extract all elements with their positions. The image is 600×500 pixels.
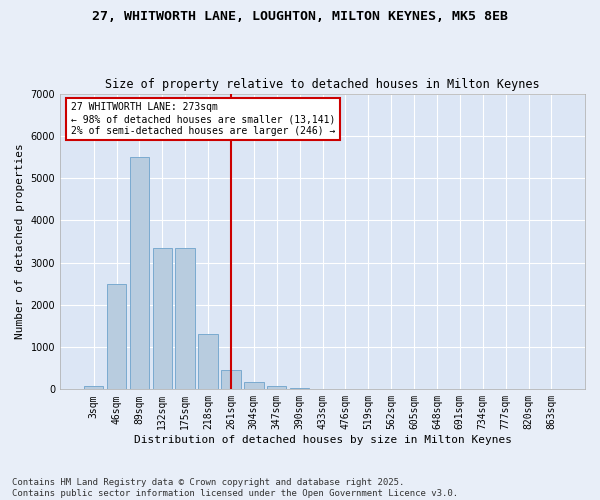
Bar xyxy=(130,157,149,390)
Bar xyxy=(175,248,195,390)
X-axis label: Distribution of detached houses by size in Milton Keynes: Distribution of detached houses by size … xyxy=(134,435,512,445)
Y-axis label: Number of detached properties: Number of detached properties xyxy=(15,144,25,340)
Bar xyxy=(267,386,286,390)
Text: 27, WHITWORTH LANE, LOUGHTON, MILTON KEYNES, MK5 8EB: 27, WHITWORTH LANE, LOUGHTON, MILTON KEY… xyxy=(92,10,508,23)
Bar xyxy=(84,386,103,390)
Bar xyxy=(199,334,218,390)
Text: Contains HM Land Registry data © Crown copyright and database right 2025.
Contai: Contains HM Land Registry data © Crown c… xyxy=(12,478,458,498)
Bar xyxy=(221,370,241,390)
Text: 27 WHITWORTH LANE: 273sqm
← 98% of detached houses are smaller (13,141)
2% of se: 27 WHITWORTH LANE: 273sqm ← 98% of detac… xyxy=(71,102,335,136)
Bar xyxy=(290,388,310,390)
Bar xyxy=(244,382,263,390)
Bar xyxy=(107,284,126,390)
Bar xyxy=(152,248,172,390)
Title: Size of property relative to detached houses in Milton Keynes: Size of property relative to detached ho… xyxy=(105,78,540,91)
